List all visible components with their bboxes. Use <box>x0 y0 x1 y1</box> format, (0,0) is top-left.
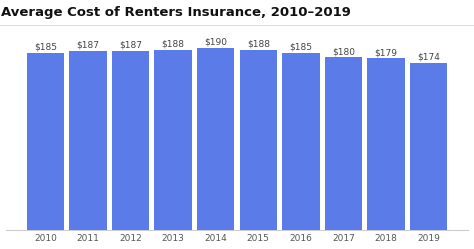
Bar <box>239 50 277 230</box>
Text: $190: $190 <box>204 37 227 47</box>
Text: $188: $188 <box>162 39 184 48</box>
Bar <box>367 59 405 230</box>
Bar <box>155 50 192 230</box>
Text: $187: $187 <box>76 40 100 49</box>
Text: $179: $179 <box>374 48 398 57</box>
Bar <box>282 53 319 230</box>
Text: $187: $187 <box>119 40 142 49</box>
Text: Average Cost of Renters Insurance, 2010–2019: Average Cost of Renters Insurance, 2010–… <box>1 5 351 19</box>
Bar <box>410 63 447 230</box>
Bar <box>197 48 235 230</box>
Bar <box>27 53 64 230</box>
Text: $174: $174 <box>417 53 440 62</box>
Text: $188: $188 <box>247 39 270 48</box>
Bar <box>325 58 362 230</box>
Bar <box>112 51 149 230</box>
Text: $185: $185 <box>34 42 57 51</box>
Bar <box>69 51 107 230</box>
Text: $180: $180 <box>332 47 355 56</box>
Text: $185: $185 <box>290 42 312 51</box>
